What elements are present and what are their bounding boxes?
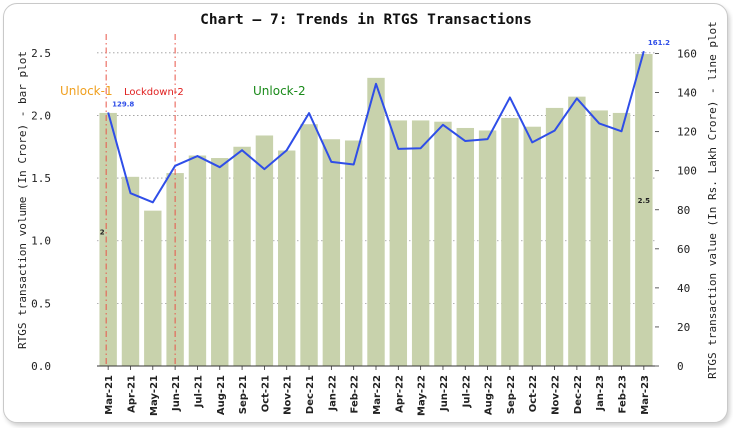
y-tick-label-right: 120: [677, 126, 697, 139]
x-tick-label: Jul-21: [193, 375, 204, 408]
bar-value-label: 2: [100, 228, 105, 236]
bar: [523, 126, 541, 366]
x-tick-label: Jan-22: [327, 375, 338, 412]
x-tick-label: Feb-22: [350, 375, 361, 413]
bar: [478, 130, 497, 366]
x-tick-label: Sep-21: [238, 375, 249, 414]
x-tick-label: Nov-22: [551, 375, 562, 415]
y-tick-label-right: 20: [677, 321, 690, 334]
y-tick-label-left: 0.0: [31, 360, 51, 373]
phase-markers: [105, 34, 176, 366]
axes: 0.0 0.5 1.0 1.5 2.0 2.5 0 20 40 60 80 100 120 140 160 M…: [16, 21, 719, 416]
line-value-label: 161.2: [648, 39, 670, 47]
phase-label-unlock-1: Unlock-1: [60, 84, 113, 98]
bar: [612, 112, 631, 366]
bar: [501, 117, 519, 366]
bar: [635, 54, 653, 366]
y-tick-label-right: 40: [677, 282, 690, 295]
bar: [300, 124, 318, 367]
bar: [367, 77, 385, 366]
x-tick-label: Jun-21: [171, 375, 182, 412]
y-tick-label-right: 140: [677, 87, 697, 100]
x-tick-label: Dec-22: [573, 375, 584, 414]
x-tick-label: Aug-21: [216, 375, 227, 415]
bar: [411, 120, 430, 366]
y-tick-label-right: 80: [677, 204, 690, 217]
x-tick-label: Jul-22: [461, 375, 472, 408]
y-axis-title-right: RTGS transaction value (In Rs. Lakh Cror…: [706, 21, 719, 379]
bar: [144, 210, 162, 366]
x-tick-label: Jan-23: [595, 375, 606, 412]
y-tick-label-right: 60: [677, 243, 690, 256]
x-tick-label: May-22: [417, 375, 428, 416]
x-tick-label: Dec-21: [305, 375, 316, 414]
y-tick-label-right: 100: [677, 165, 697, 178]
x-tick-label: Apr-22: [394, 375, 405, 413]
phase-label-unlock-2: Unlock-2: [253, 84, 306, 98]
y-tick-label-left: 2.0: [31, 109, 51, 122]
line-series: [107, 50, 645, 204]
x-tick-label: Mar-21: [104, 375, 115, 415]
x-tick-label: Sep-22: [506, 375, 517, 414]
bar: [389, 120, 408, 366]
bar: [434, 121, 452, 366]
x-tick-label: Mar-23: [640, 375, 651, 415]
x-tick-label: Apr-21: [126, 375, 137, 413]
bar: [590, 110, 608, 366]
bar: [344, 140, 363, 366]
x-tick-label: Jun-22: [439, 375, 450, 412]
bar: [99, 112, 117, 366]
bar: [545, 107, 564, 366]
x-tick-label: Oct-22: [528, 375, 539, 412]
y-tick-label-left: 1.5: [31, 172, 51, 185]
x-tick-label: Oct-21: [260, 375, 271, 412]
bar: [255, 135, 274, 366]
y-tick-label-right: 160: [677, 48, 697, 61]
bar: [233, 146, 251, 366]
bar: [211, 158, 229, 366]
bar: [568, 96, 586, 366]
y-axis-title-left: RTGS transaction volume (In Crore) - bar…: [16, 51, 29, 349]
chart-title: Chart – 7: Trends in RTGS Transactions: [200, 12, 532, 28]
bar: [188, 155, 207, 366]
y-tick-label-left: 0.5: [31, 297, 51, 310]
value-line: [107, 50, 645, 204]
bar: [121, 176, 140, 366]
y-tick-label-right: 0: [677, 360, 684, 373]
bar: [456, 127, 474, 366]
x-tick-label: Aug-22: [484, 375, 495, 415]
bar: [322, 139, 341, 366]
x-tick-label: Nov-21: [283, 375, 294, 415]
bar: [278, 150, 296, 366]
bar-series: [99, 54, 653, 367]
phase-label-lockdown-2: Lockdown-2: [124, 87, 184, 98]
bar: [166, 173, 184, 366]
annotations: Unlock-1 Lockdown-2 Unlock-2 2 2.5 129.8 161.2: [60, 39, 670, 236]
y-tick-label-left: 2.5: [31, 47, 51, 60]
bar-value-label: 2.5: [638, 197, 651, 205]
x-tick-label: Feb-23: [618, 375, 629, 413]
line-value-label: 129.8: [112, 101, 134, 109]
y-tick-label-left: 1.0: [31, 235, 51, 248]
x-tick-label: Mar-22: [372, 375, 383, 415]
x-tick-label: May-21: [149, 375, 160, 416]
